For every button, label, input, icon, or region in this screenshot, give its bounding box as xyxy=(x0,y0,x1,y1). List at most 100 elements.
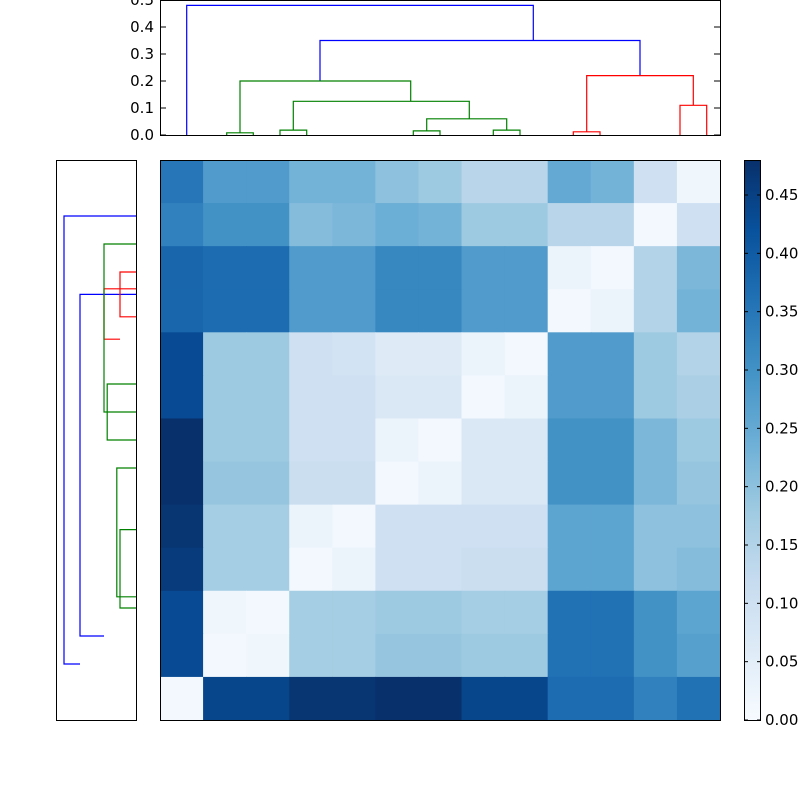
colorbar-tick-label: 0.45 xyxy=(765,186,798,204)
heatmap-cell xyxy=(590,633,635,678)
heatmap-cell xyxy=(590,461,635,506)
heatmap-cell xyxy=(461,203,506,247)
heatmap-cell xyxy=(203,547,247,592)
heatmap-cell xyxy=(461,289,506,333)
heatmap-cell xyxy=(547,246,592,290)
heatmap-cell xyxy=(332,633,376,678)
top-dendrogram-link xyxy=(239,80,412,133)
heatmap-cell xyxy=(289,160,333,204)
heatmap-cell xyxy=(160,590,204,635)
top-dendrogram: 0.0 0.1 0.2 0.3 0.4 0.5 xyxy=(130,0,721,144)
heatmap-cell xyxy=(246,676,290,721)
heatmap-cell xyxy=(633,633,678,678)
heatmap-cell xyxy=(289,547,333,592)
colorbar-tick-label: 0.40 xyxy=(765,244,798,262)
heatmap-cell xyxy=(504,676,549,721)
heatmap-cell xyxy=(418,590,463,635)
heatmap-cell xyxy=(461,418,506,463)
heatmap-cell xyxy=(590,676,635,721)
heatmap-cell xyxy=(246,461,290,506)
heatmap-cell xyxy=(289,590,333,635)
heatmap-cell xyxy=(676,375,721,420)
heatmap-cell xyxy=(203,160,247,204)
heatmap-cell xyxy=(547,375,592,420)
heatmap-cell xyxy=(461,547,506,592)
heatmap-cell xyxy=(332,289,376,333)
colorbar-tick-label: 0.25 xyxy=(765,419,798,437)
colorbar-tick-label: 0.05 xyxy=(765,653,798,671)
left-dendrogram-link xyxy=(63,215,136,665)
heatmap-cell xyxy=(246,590,290,635)
heatmap-cell xyxy=(504,461,549,506)
y-tick-label: 0.0 xyxy=(130,126,154,144)
colorbar-tick-label: 0.35 xyxy=(765,303,798,321)
heatmap-cell xyxy=(633,332,678,376)
heatmap-cell xyxy=(547,461,592,506)
heatmap-cell xyxy=(160,461,204,506)
heatmap-cell xyxy=(375,203,420,247)
heatmap-cell xyxy=(160,504,204,549)
heatmap-cell xyxy=(547,289,592,333)
heatmap-cell xyxy=(504,332,549,376)
heatmap-cell xyxy=(676,547,721,592)
heatmap-cell xyxy=(246,633,290,678)
heatmap-cell xyxy=(203,504,247,549)
heatmap-cell xyxy=(633,289,678,333)
heatmap-cell xyxy=(160,160,204,204)
heatmap-cell xyxy=(332,375,376,420)
y-tick-label: 0.2 xyxy=(130,72,154,90)
heatmap-cell xyxy=(633,375,678,420)
heatmap-cell xyxy=(418,203,463,247)
top-dendrogram-y-axis: 0.0 0.1 0.2 0.3 0.4 0.5 xyxy=(130,0,720,144)
heatmap-cell xyxy=(418,461,463,506)
heatmap-cell xyxy=(547,590,592,635)
heatmap-cell xyxy=(547,332,592,376)
heatmap-cell xyxy=(590,504,635,549)
heatmap-cell xyxy=(461,332,506,376)
heatmap-cell xyxy=(633,504,678,549)
heatmap-cell xyxy=(418,160,463,204)
heatmap xyxy=(160,160,721,721)
heatmap-cell xyxy=(289,203,333,247)
heatmap-cell xyxy=(590,332,635,376)
heatmap-cell xyxy=(504,246,549,290)
heatmap-cell xyxy=(461,375,506,420)
colorbar-tick-label: 0.20 xyxy=(765,478,798,496)
heatmap-cell xyxy=(633,418,678,463)
heatmap-cell xyxy=(203,633,247,678)
heatmap-cell xyxy=(418,547,463,592)
heatmap-cell xyxy=(461,160,506,204)
heatmap-cell xyxy=(676,504,721,549)
heatmap-cell xyxy=(289,332,333,376)
heatmap-cell xyxy=(504,160,549,204)
colorbar-tick-label: 0.00 xyxy=(765,711,798,729)
heatmap-cell xyxy=(504,375,549,420)
y-tick-label: 0.4 xyxy=(130,18,154,36)
heatmap-cell xyxy=(375,375,420,420)
heatmap-cell xyxy=(375,590,420,635)
top-dendrogram-link xyxy=(279,129,308,135)
heatmap-cells xyxy=(160,160,721,721)
heatmap-cell xyxy=(289,504,333,549)
heatmap-cell xyxy=(160,375,204,420)
heatmap-cell xyxy=(289,676,333,721)
top-dendrogram-link xyxy=(426,118,508,131)
heatmap-cell xyxy=(504,633,549,678)
heatmap-cell xyxy=(590,418,635,463)
heatmap-cell xyxy=(332,461,376,506)
heatmap-cell xyxy=(160,289,204,333)
y-tick-label: 0.1 xyxy=(130,99,154,117)
heatmap-cell xyxy=(633,203,678,247)
left-dendrogram-link xyxy=(119,528,136,609)
top-dendrogram-link xyxy=(586,74,694,132)
heatmap-cell xyxy=(461,461,506,506)
heatmap-cell xyxy=(676,633,721,678)
heatmap-cell xyxy=(375,547,420,592)
heatmap-cell xyxy=(203,289,247,333)
heatmap-cell xyxy=(418,504,463,549)
heatmap-cell xyxy=(160,547,204,592)
left-dendrogram-link xyxy=(119,271,136,318)
colorbar-frame xyxy=(744,160,761,721)
heatmap-cell xyxy=(676,246,721,290)
heatmap-cell xyxy=(676,676,721,721)
